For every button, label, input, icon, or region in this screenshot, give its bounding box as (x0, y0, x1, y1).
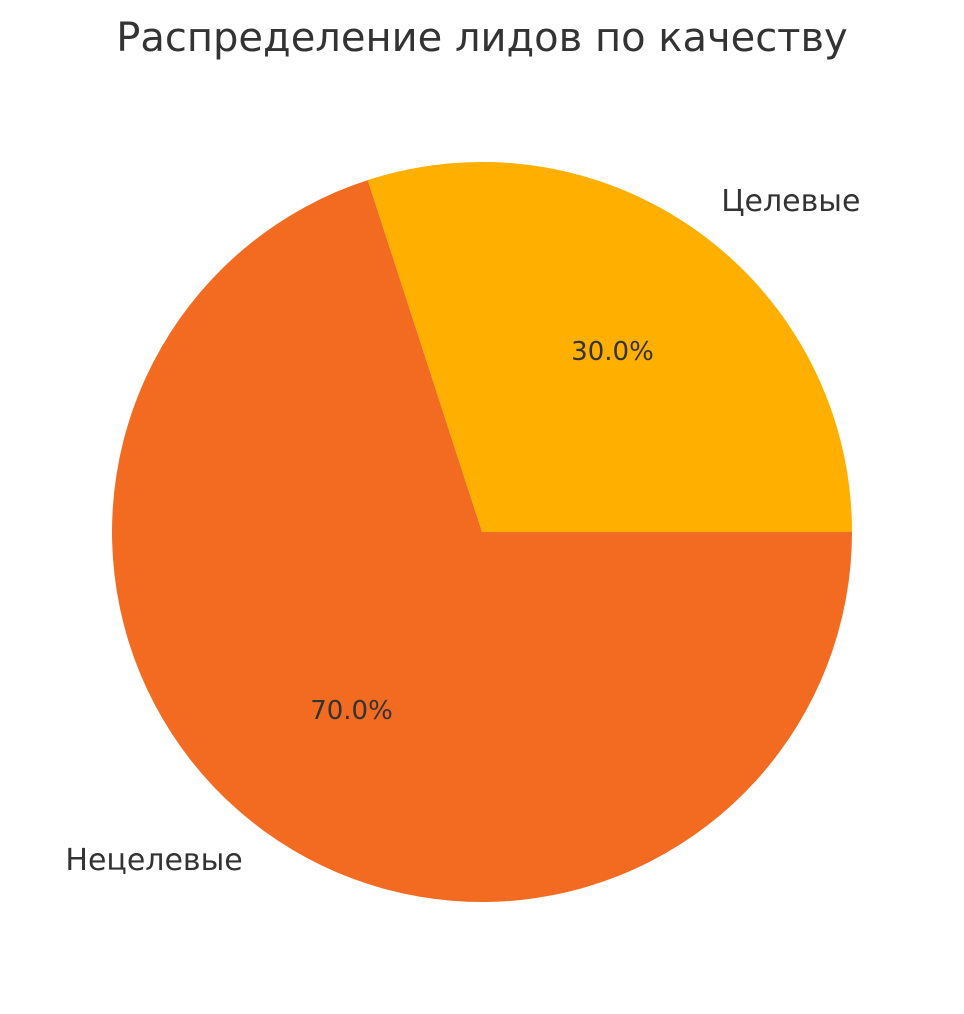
value-label: 30.0% (571, 337, 654, 367)
pie-slice (367, 162, 852, 532)
slice-label: Нецелевые (65, 843, 242, 878)
value-label: 70.0% (310, 696, 393, 726)
slice-label: Целевые (721, 184, 860, 219)
chart-title: Распределение лидов по качеству (116, 15, 847, 61)
pie-slice (111, 180, 852, 903)
